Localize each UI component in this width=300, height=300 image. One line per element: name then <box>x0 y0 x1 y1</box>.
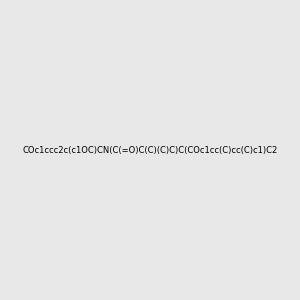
Text: COc1ccc2c(c1OC)CN(C(=O)C(C)(C)C)C(COc1cc(C)cc(C)c1)C2: COc1ccc2c(c1OC)CN(C(=O)C(C)(C)C)C(COc1cc… <box>22 146 278 154</box>
